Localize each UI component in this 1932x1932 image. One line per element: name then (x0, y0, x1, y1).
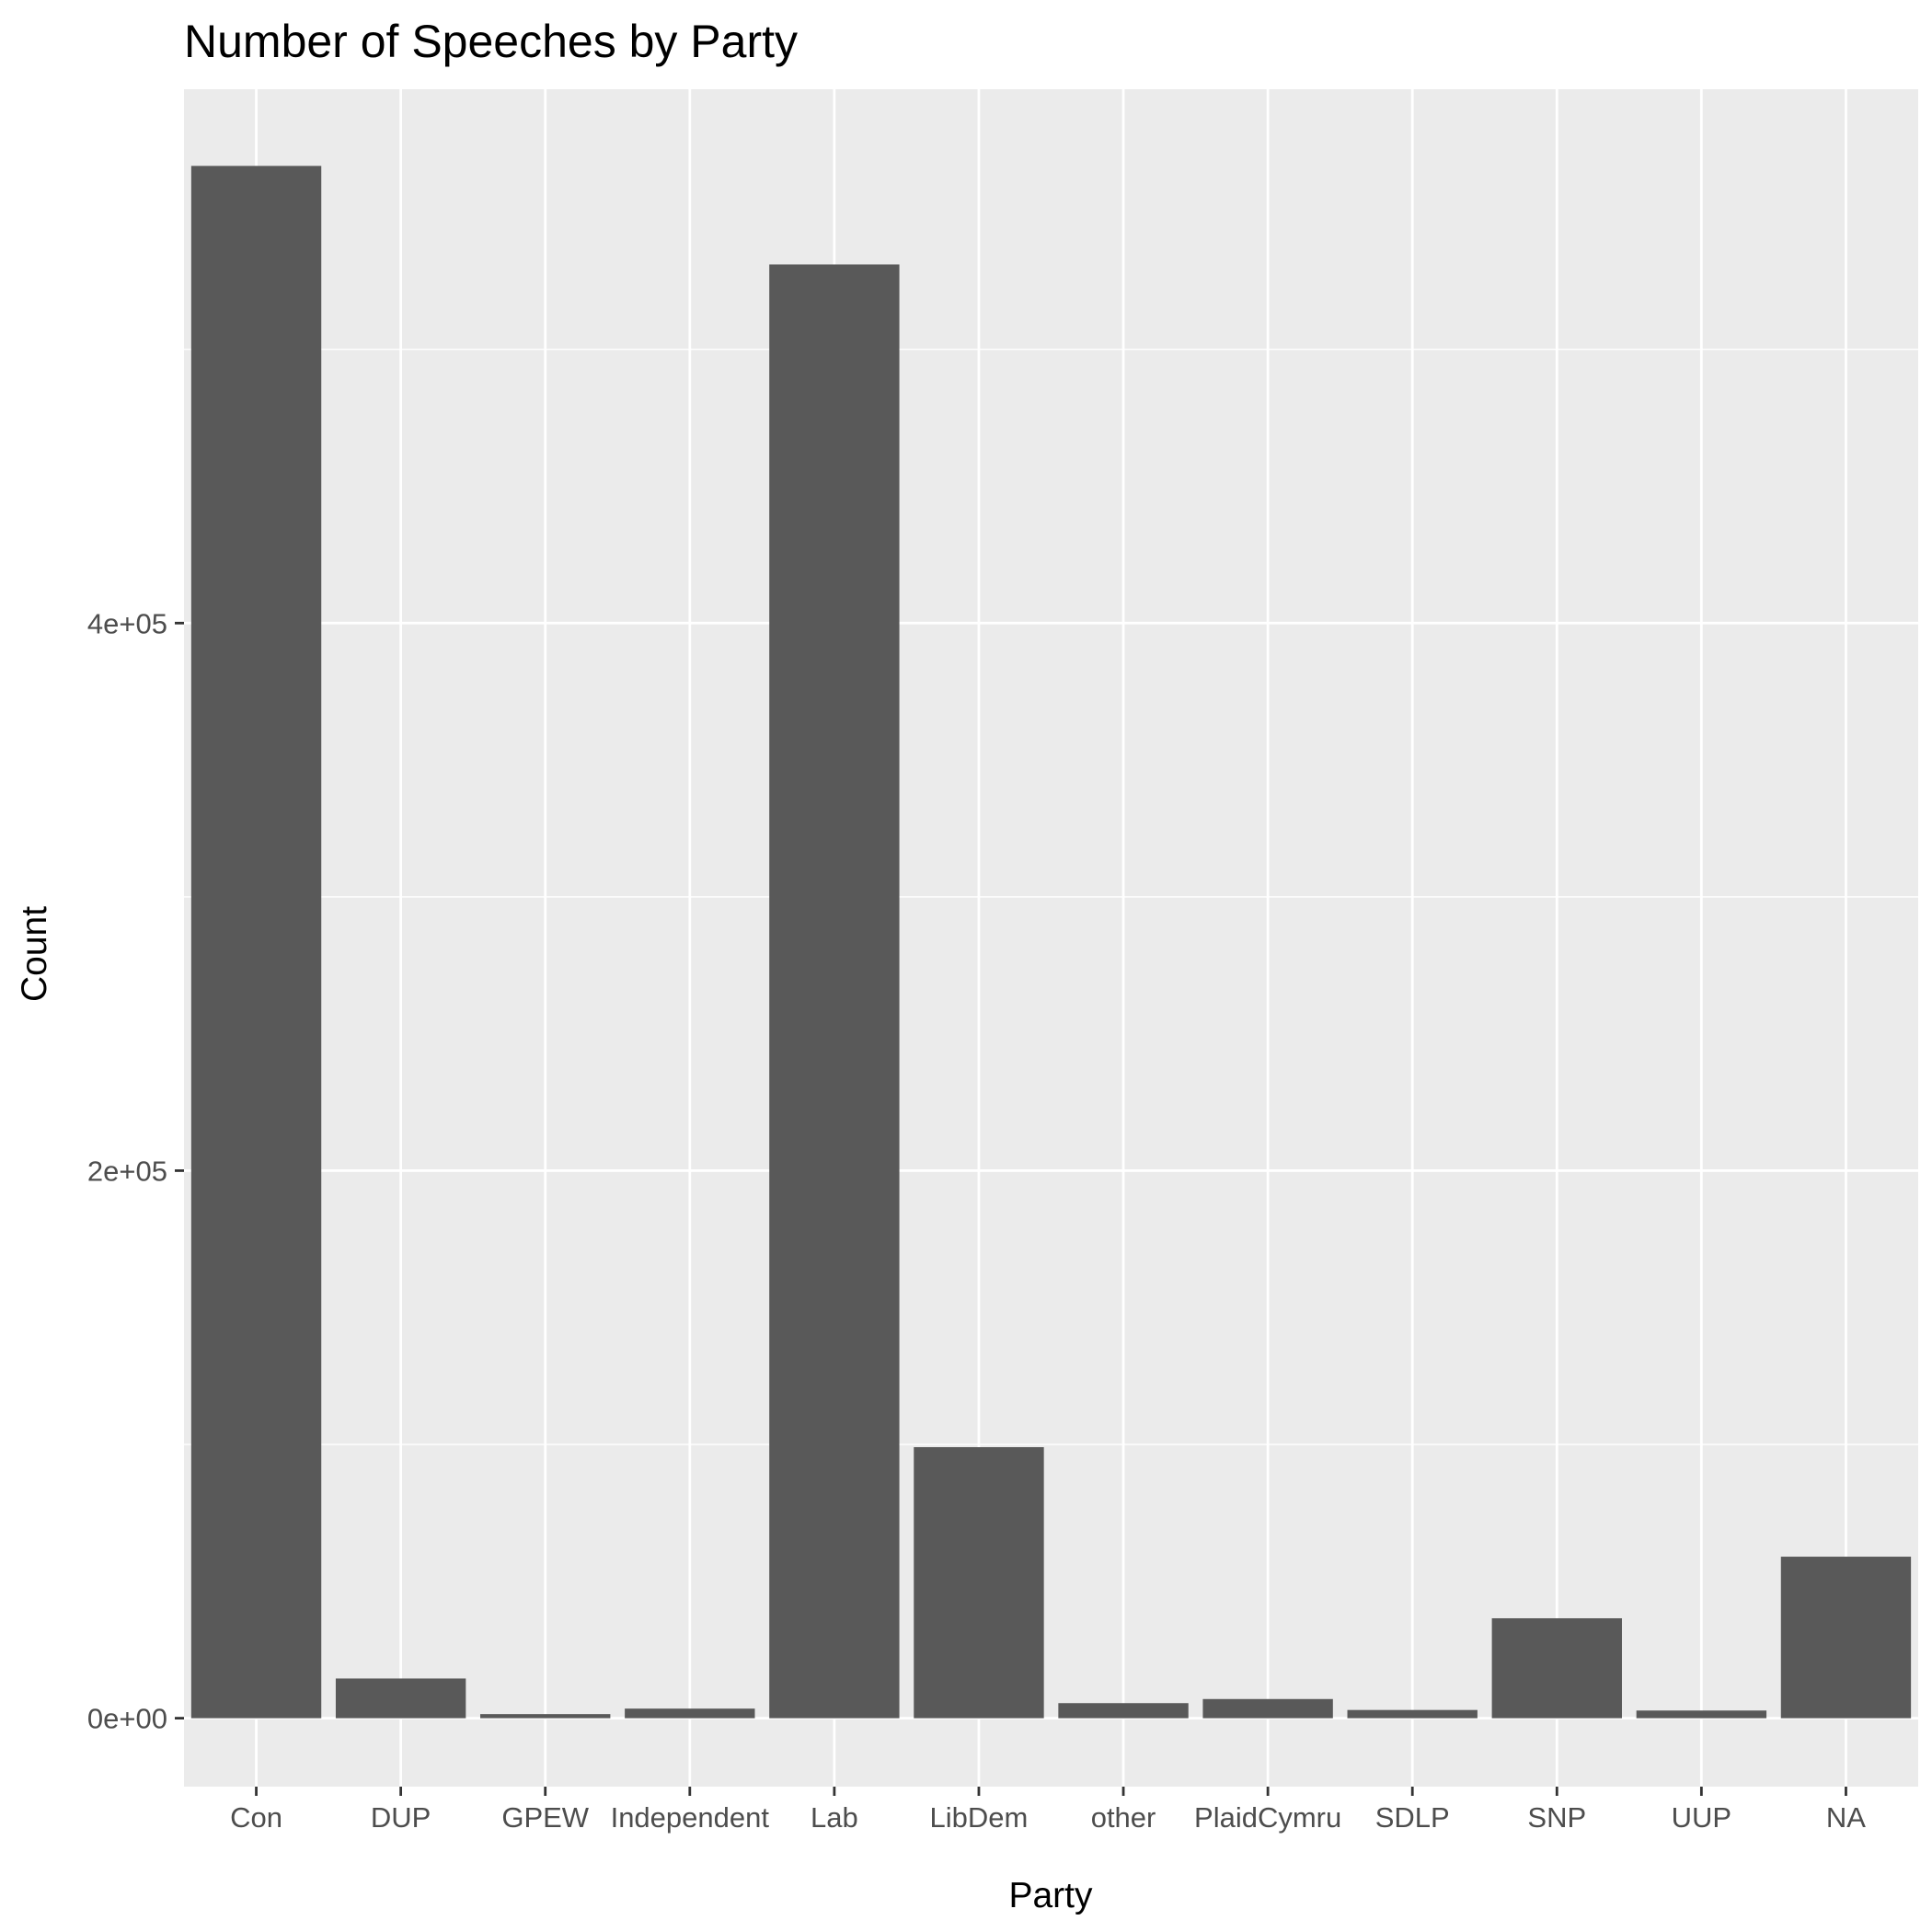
x-tick-label: NA (1826, 1801, 1866, 1834)
plot-panel (184, 89, 1918, 1787)
bars (190, 166, 1912, 1719)
bar-dup (335, 1678, 466, 1719)
x-tick-label: SNP (1527, 1801, 1586, 1834)
x-tick-label: PlaidCymru (1194, 1801, 1341, 1834)
y-axis-title: Count (15, 906, 54, 1002)
bar-uup (1636, 1710, 1767, 1719)
minor-gridlines (184, 349, 1918, 1445)
bar-gpew (480, 1714, 611, 1719)
bar-lab (769, 264, 900, 1719)
x-tick-label: other (1091, 1801, 1156, 1834)
x-tick-label: UUP (1672, 1801, 1731, 1834)
bar-con (190, 166, 322, 1719)
y-tick-label: 4e+05 (87, 607, 167, 639)
x-tick-label: Independent (611, 1801, 770, 1834)
x-tick-label: DUP (371, 1801, 431, 1834)
bar-independent (625, 1708, 755, 1719)
x-axis: Con DUP GPEW Independent Lab LibDem other Plaid… (230, 1787, 1866, 1834)
bar-other (1058, 1703, 1189, 1719)
x-tick-label: SDLP (1375, 1801, 1450, 1834)
bar-libdem (914, 1447, 1044, 1719)
bar-na (1780, 1557, 1912, 1719)
y-tick-label: 2e+05 (87, 1155, 167, 1187)
chart-title: Number of Speeches by Party (184, 16, 798, 67)
bar-sdlp (1347, 1709, 1478, 1719)
x-tick-label: LibDem (930, 1801, 1029, 1834)
bar-plaidcymru (1202, 1698, 1333, 1719)
bar-snp (1491, 1617, 1622, 1719)
y-axis: 0e+00 2e+05 4e+05 (87, 607, 184, 1735)
x-tick-label: Con (230, 1801, 282, 1834)
x-tick-label: GPEW (501, 1801, 589, 1834)
x-axis-title: Party (1008, 1876, 1093, 1915)
y-tick-label: 0e+00 (87, 1703, 167, 1735)
x-tick-label: Lab (811, 1801, 858, 1834)
